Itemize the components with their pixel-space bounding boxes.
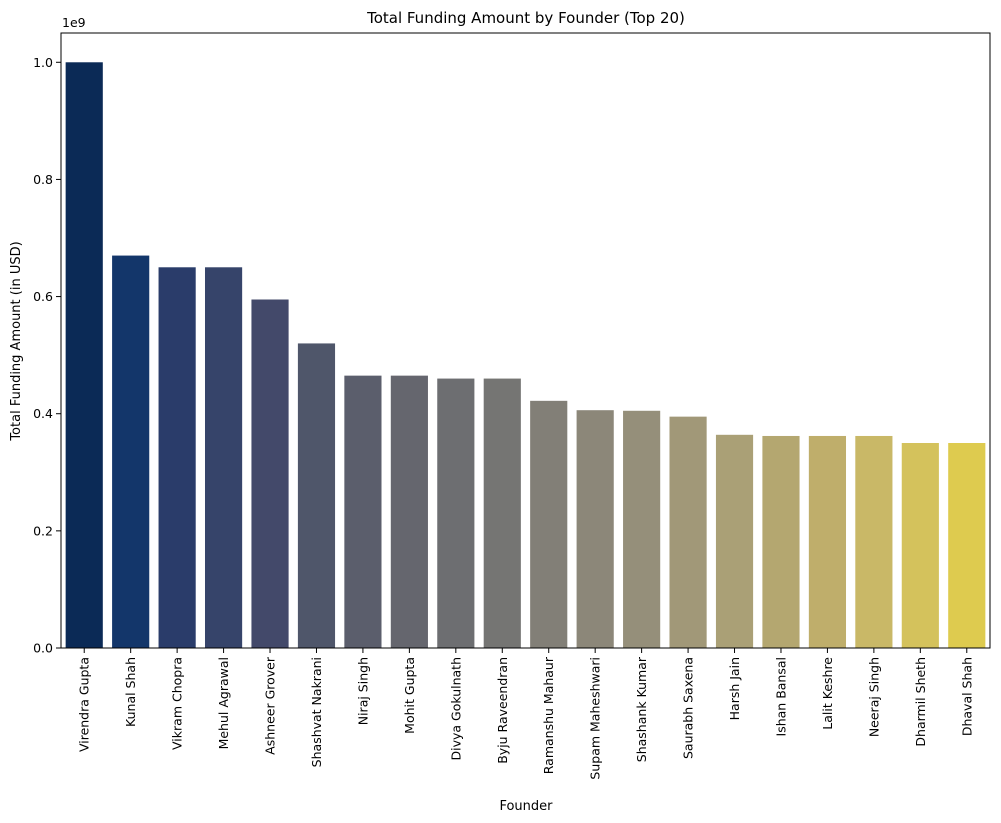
bar <box>344 375 382 648</box>
x-tick-label: Harsh Jain <box>727 657 742 720</box>
x-tick-label: Vikram Chopra <box>170 657 185 750</box>
x-tick-label: Niraj Singh <box>355 657 370 725</box>
x-tick-label: Shashvat Nakrani <box>309 657 324 767</box>
x-tick-label: Byju Raveendran <box>495 657 510 764</box>
bar <box>65 62 103 649</box>
y-tick-label: 0.8 <box>33 172 53 187</box>
x-tick-label: Ishan Bansal <box>773 657 788 736</box>
bar <box>669 416 707 648</box>
x-tick-label: Mohit Gupta <box>402 657 417 734</box>
bars-group <box>65 62 986 649</box>
y-axis-offset-label: 1e9 <box>62 15 86 30</box>
x-tick-label: Lalit Keshre <box>820 657 835 730</box>
bar <box>437 378 475 648</box>
bar <box>715 434 754 648</box>
x-tick-label: Kunal Shah <box>123 657 138 727</box>
x-tick-label: Supam Maheshwari <box>588 657 603 780</box>
x-tick-label: Virendra Gupta <box>77 657 92 752</box>
bar <box>390 375 428 648</box>
bar <box>483 378 521 648</box>
y-tick-label: 1.0 <box>33 55 53 70</box>
plot-frame <box>60 32 991 649</box>
x-tick-label: Dharmil Sheth <box>913 657 928 747</box>
y-tick-label: 0.0 <box>33 641 53 656</box>
bar <box>762 435 800 648</box>
x-tick-label: Neeraj Singh <box>866 657 881 737</box>
x-tick-label: Mehul Agrawal <box>216 657 231 749</box>
bar <box>530 400 568 648</box>
bar <box>576 410 614 648</box>
y-tick-label: 0.4 <box>33 406 53 421</box>
bar <box>901 443 939 648</box>
x-axis-ticks: Virendra Gupta Kunal Shah Vikram Chopra Meh… <box>77 648 974 780</box>
x-tick-label: Dhaval Shah <box>959 657 974 736</box>
y-axis-title: Total Funding Amount (in USD) <box>9 241 24 441</box>
x-tick-label: Divya Gokulnath <box>448 657 463 761</box>
bar <box>251 299 289 648</box>
bar <box>855 435 893 648</box>
x-tick-label: Ashneer Grover <box>263 656 278 755</box>
bar <box>623 410 661 648</box>
x-tick-label: Shashank Kumar <box>634 656 649 762</box>
bar <box>948 443 986 648</box>
chart-title: Total Funding Amount by Founder (Top 20) <box>366 9 685 27</box>
bar <box>112 255 150 649</box>
bar <box>204 267 243 648</box>
y-tick-label: 0.2 <box>33 523 53 538</box>
bar <box>808 435 847 648</box>
x-axis-title: Founder <box>499 799 553 814</box>
x-tick-label: Saurabh Saxena <box>681 657 696 759</box>
x-tick-label: Ramanshu Mahaur <box>541 656 556 774</box>
bar <box>158 267 196 648</box>
bar <box>297 343 336 648</box>
y-tick-label: 0.6 <box>33 289 53 304</box>
y-axis-ticks: 0.0 0.2 0.4 0.6 0.8 1.0 <box>33 55 61 656</box>
